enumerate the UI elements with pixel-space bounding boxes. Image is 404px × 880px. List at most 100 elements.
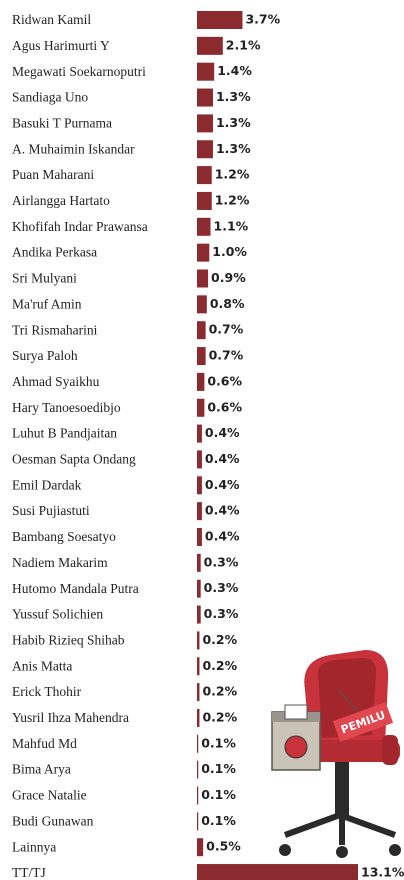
category-label: Basuki T Purnama xyxy=(12,115,112,130)
value-label: 1.3% xyxy=(216,141,251,156)
bar xyxy=(197,11,242,29)
bar xyxy=(197,502,202,520)
value-label: 3.7% xyxy=(245,12,280,27)
category-label: Erick Thohir xyxy=(12,684,82,699)
bar xyxy=(197,528,202,546)
value-label: 0.2% xyxy=(202,709,237,724)
value-label: 0.6% xyxy=(207,399,242,414)
bar xyxy=(197,373,204,391)
value-label: 2.1% xyxy=(226,37,261,52)
category-label: Ridwan Kamil xyxy=(12,12,91,27)
chart: PEMILU Ridwan Kamil 3.7% Agus Harimurti Y 2… xyxy=(0,0,404,880)
value-label: 1.2% xyxy=(215,192,250,207)
bar xyxy=(197,89,213,107)
bar xyxy=(197,631,199,649)
bar xyxy=(197,321,206,339)
value-label: 0.9% xyxy=(211,270,246,285)
value-label: 0.2% xyxy=(202,632,237,647)
category-label: Puan Maharani xyxy=(12,167,94,182)
category-label: Hary Tanoesoedibjo xyxy=(12,400,121,415)
value-label: 0.5% xyxy=(206,839,241,854)
value-label: 1.3% xyxy=(216,89,251,104)
bar xyxy=(197,838,203,856)
category-label: Habib Rizieq Shihab xyxy=(12,632,125,647)
value-label: 1.4% xyxy=(217,63,252,78)
category-label: Lainnya xyxy=(12,839,56,854)
category-label: Ma'ruf Amin xyxy=(12,296,82,311)
illustration: PEMILU xyxy=(272,650,401,858)
bar xyxy=(197,606,201,624)
bar xyxy=(197,140,213,158)
bar xyxy=(197,476,202,494)
category-label: Anis Matta xyxy=(12,658,72,673)
value-label: 1.1% xyxy=(214,218,249,233)
value-label: 0.4% xyxy=(205,451,240,466)
category-label: Budi Gunawan xyxy=(12,813,94,828)
category-label: Tri Rismaharini xyxy=(12,322,98,337)
bar xyxy=(197,399,204,417)
bar xyxy=(197,657,199,675)
category-label: Agus Harimurti Y xyxy=(12,38,110,53)
bar xyxy=(197,554,201,572)
category-label: Susi Pujiastuti xyxy=(12,503,90,518)
value-label: 1.0% xyxy=(212,244,247,259)
bar xyxy=(197,244,209,262)
value-label: 0.1% xyxy=(201,813,236,828)
category-label: Mahfud Md xyxy=(12,736,77,751)
bar xyxy=(197,787,198,805)
category-label: Andika Perkasa xyxy=(12,245,97,260)
category-label: Yussuf Solichien xyxy=(12,607,103,622)
category-label: Sri Mulyani xyxy=(12,271,77,286)
value-label: 0.2% xyxy=(202,684,237,699)
bar xyxy=(197,270,208,288)
bar xyxy=(197,166,212,184)
bar xyxy=(197,761,198,779)
category-label: Grace Natalie xyxy=(12,788,87,803)
category-label: Oesman Sapta Ondang xyxy=(12,452,136,467)
value-label: 0.3% xyxy=(204,606,239,621)
category-label: Yusril Ihza Mahendra xyxy=(12,710,129,725)
category-label: Khofifah Indar Prawansa xyxy=(12,219,148,234)
category-label: Hutomo Mandala Putra xyxy=(12,581,139,596)
bar xyxy=(197,735,198,753)
value-label: 0.1% xyxy=(201,761,236,776)
bar xyxy=(197,864,358,880)
category-label: Sandiaga Uno xyxy=(12,90,88,105)
value-label: 0.8% xyxy=(210,296,245,311)
category-label: Megawati Soekarnoputri xyxy=(12,64,146,79)
category-label: Emil Dardak xyxy=(12,477,82,492)
bar xyxy=(197,295,207,313)
value-label: 0.7% xyxy=(209,322,244,337)
bar xyxy=(197,114,213,132)
value-label: 0.3% xyxy=(204,554,239,569)
value-label: 0.7% xyxy=(209,348,244,363)
category-label: A. Muhaimin Iskandar xyxy=(12,141,135,156)
category-label: Bambang Soesatyo xyxy=(12,529,116,544)
bar xyxy=(197,347,206,365)
bar xyxy=(197,580,201,598)
bar xyxy=(197,425,202,443)
value-label: 1.2% xyxy=(215,167,250,182)
value-label: 13.1% xyxy=(361,865,404,880)
value-label: 0.4% xyxy=(205,425,240,440)
bar xyxy=(197,218,211,236)
category-label: Airlangga Hartato xyxy=(12,193,110,208)
category-label: Surya Paloh xyxy=(12,348,78,363)
value-label: 0.6% xyxy=(207,373,242,388)
bar xyxy=(197,812,198,830)
bar xyxy=(197,37,223,55)
value-label: 0.4% xyxy=(205,529,240,544)
category-label: Luhut B Pandjaitan xyxy=(12,426,117,441)
bar xyxy=(197,709,199,727)
category-label: TT/TJ xyxy=(12,865,46,880)
category-label: Ahmad Syaikhu xyxy=(12,374,100,389)
category-label: Nadiem Makarim xyxy=(12,555,108,570)
value-label: 0.4% xyxy=(205,503,240,518)
bar xyxy=(197,192,212,210)
value-label: 0.1% xyxy=(201,735,236,750)
value-label: 1.3% xyxy=(216,115,251,130)
value-label: 0.2% xyxy=(202,658,237,673)
value-label: 0.3% xyxy=(204,580,239,595)
bar xyxy=(197,63,214,81)
bar xyxy=(197,450,202,468)
